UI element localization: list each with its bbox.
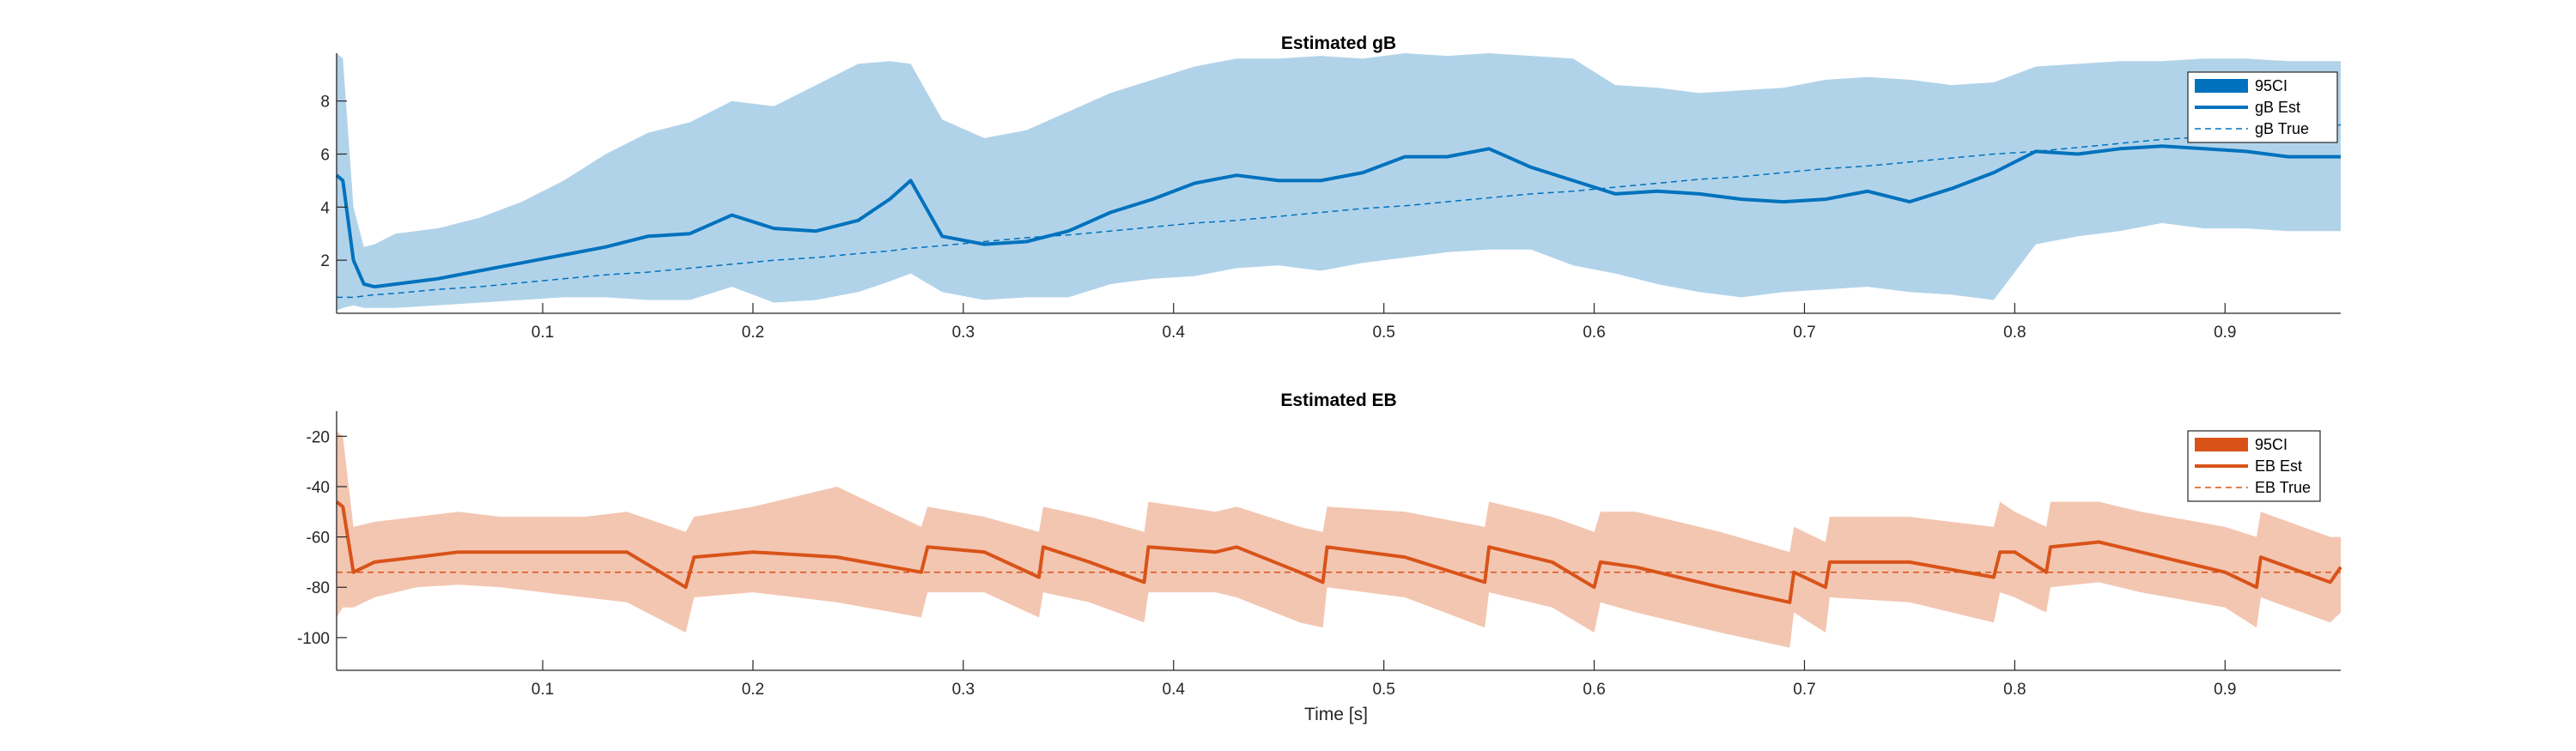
x-tick-label: 0.5 — [1372, 681, 1394, 699]
y-tick-label: -80 — [307, 579, 330, 597]
x-tick-label: 0.4 — [1163, 681, 1186, 699]
estimate-line — [335, 500, 2342, 604]
x-tick-label: 0.9 — [2214, 681, 2236, 699]
x-tick-label: 0.3 — [952, 324, 975, 342]
chart-title: Estimated EB — [1280, 391, 1396, 410]
legend-label: EB True — [2255, 479, 2311, 496]
x-tick-label: 0.3 — [952, 681, 975, 699]
x-tick-label: 0.4 — [1163, 324, 1186, 342]
y-tick-label: 4 — [320, 199, 330, 217]
x-tick-label: 0.9 — [2214, 324, 2236, 342]
chart-title: Estimated gB — [1281, 33, 1396, 53]
y-tick-label: -60 — [307, 530, 330, 548]
legend-label: 95CI — [2255, 436, 2287, 453]
ci-band — [337, 53, 2341, 311]
legend-swatch-ci — [2195, 79, 2248, 93]
y-tick-label: -100 — [297, 630, 330, 648]
x-tick-label: 0.1 — [532, 681, 554, 699]
x-tick-label: 0.6 — [1583, 324, 1605, 342]
y-tick-label: -20 — [307, 428, 330, 446]
x-tick-label: 0.7 — [1793, 681, 1815, 699]
gb-axes: 0.1 0.2 0.3 0.4 0.5 0.6 0.7 0.8 0.9 2 4 6 8 Estimated… — [320, 33, 2342, 342]
x-tick-label: 0.8 — [2003, 324, 2026, 342]
y-tick-label: 2 — [320, 252, 330, 270]
legend-label: gB Est — [2255, 99, 2300, 116]
x-tick-label: 0.6 — [1583, 681, 1605, 699]
x-tick-label: 0.2 — [742, 324, 764, 342]
x-axis-label: Time [s] — [1304, 705, 1368, 724]
estimate-line — [335, 144, 2341, 289]
legend-label: 95CI — [2255, 77, 2287, 94]
x-tick-label: 0.7 — [1793, 324, 1815, 342]
ci-band — [337, 431, 2341, 648]
eb-axes: 0.1 0.2 0.3 0.4 0.5 0.6 0.7 0.8 0.9 -100 -80 -60 -40… — [297, 391, 2342, 699]
legend-label: gB True — [2255, 120, 2309, 137]
legend-label: EB Est — [2255, 457, 2302, 475]
y-tick-label: -40 — [307, 479, 330, 497]
y-tick-label: 6 — [320, 146, 330, 164]
x-tick-label: 0.5 — [1372, 324, 1394, 342]
legend-swatch-ci — [2195, 438, 2248, 451]
y-tick-label: 8 — [320, 94, 330, 112]
x-tick-label: 0.8 — [2003, 681, 2026, 699]
x-tick-label: 0.1 — [532, 324, 554, 342]
x-tick-label: 0.2 — [742, 681, 764, 699]
